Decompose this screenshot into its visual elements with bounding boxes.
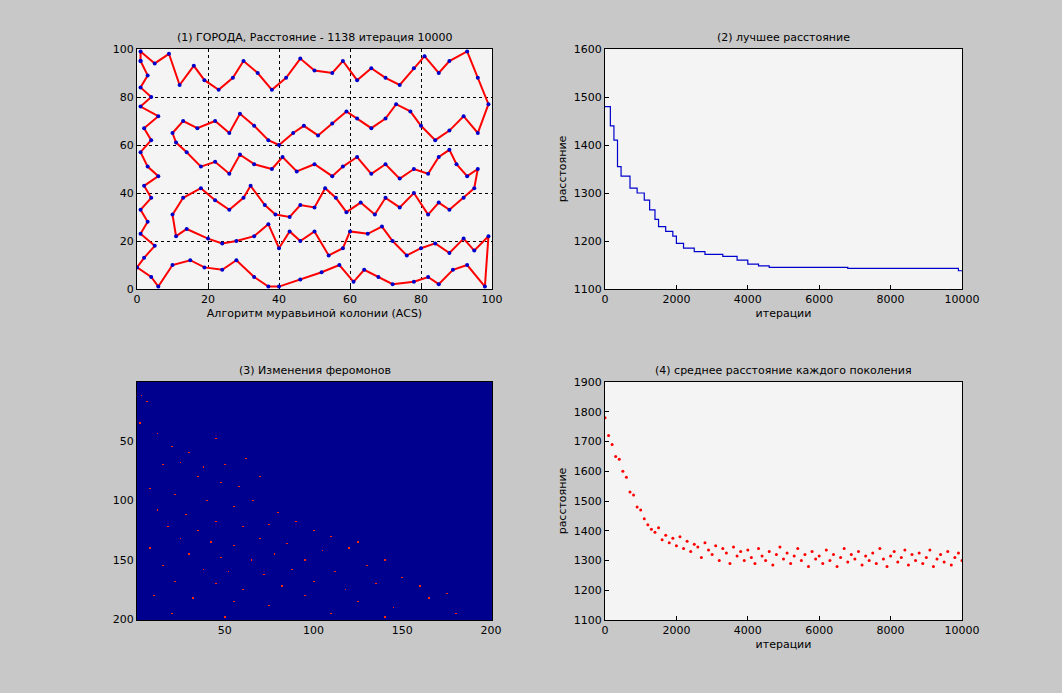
svg-text:60: 60	[120, 139, 134, 152]
svg-text:расстояние: расстояние	[556, 467, 569, 534]
svg-text:2000: 2000	[662, 624, 690, 637]
svg-text:0: 0	[134, 293, 141, 306]
svg-text:0: 0	[127, 283, 134, 296]
svg-text:0: 0	[602, 624, 609, 637]
svg-text:1500: 1500	[574, 91, 602, 104]
svg-text:100: 100	[113, 43, 134, 56]
svg-text:6000: 6000	[805, 624, 833, 637]
svg-text:100: 100	[303, 624, 324, 637]
svg-text:1300: 1300	[574, 554, 602, 567]
svg-text:200: 200	[481, 624, 502, 637]
svg-text:(4) среднее расстояние каждого: (4) среднее расстояние каждого поколения	[655, 364, 912, 377]
svg-text:50: 50	[218, 624, 232, 637]
svg-text:1600: 1600	[574, 465, 602, 478]
svg-text:8000: 8000	[877, 293, 905, 306]
svg-text:1300: 1300	[574, 187, 602, 200]
svg-text:расстояние: расстояние	[556, 135, 569, 202]
svg-text:1700: 1700	[574, 435, 602, 448]
svg-text:80: 80	[414, 293, 428, 306]
svg-text:20: 20	[201, 293, 215, 306]
svg-text:1600: 1600	[574, 43, 602, 56]
svg-text:6000: 6000	[805, 293, 833, 306]
svg-text:4000: 4000	[734, 624, 762, 637]
svg-text:1100: 1100	[574, 614, 602, 627]
svg-text:4000: 4000	[734, 293, 762, 306]
svg-text:20: 20	[120, 235, 134, 248]
svg-text:100: 100	[482, 293, 503, 306]
svg-text:(2) лучшее расстояние: (2) лучшее расстояние	[717, 31, 850, 44]
svg-text:1500: 1500	[574, 495, 602, 508]
svg-text:150: 150	[113, 554, 134, 567]
svg-text:100: 100	[113, 494, 134, 507]
svg-text:итерации: итерации	[756, 638, 812, 651]
svg-text:1100: 1100	[574, 283, 602, 296]
svg-text:200: 200	[113, 613, 134, 626]
svg-text:1200: 1200	[574, 235, 602, 248]
svg-text:1400: 1400	[574, 139, 602, 152]
svg-text:Алгоритм муравьиной колонии (A: Алгоритм муравьиной колонии (ACS)	[207, 307, 422, 320]
svg-text:10000: 10000	[945, 293, 980, 306]
svg-text:10000: 10000	[945, 624, 980, 637]
svg-text:150: 150	[392, 624, 413, 637]
svg-text:(3) Изменения феромонов: (3) Изменения феромонов	[239, 364, 391, 377]
svg-text:50: 50	[120, 435, 134, 448]
svg-text:40: 40	[272, 293, 286, 306]
svg-text:1200: 1200	[574, 584, 602, 597]
svg-text:1400: 1400	[574, 525, 602, 538]
svg-text:(1) ГОРОДА, Расстояние - 1138: (1) ГОРОДА, Расстояние - 1138 итерация 1…	[177, 31, 452, 44]
svg-text:80: 80	[120, 91, 134, 104]
svg-text:40: 40	[120, 187, 134, 200]
svg-text:0: 0	[602, 293, 609, 306]
svg-text:60: 60	[343, 293, 357, 306]
svg-text:1900: 1900	[574, 376, 602, 389]
svg-text:2000: 2000	[662, 293, 690, 306]
svg-text:1800: 1800	[574, 406, 602, 419]
svg-text:8000: 8000	[877, 624, 905, 637]
svg-text:итерации: итерации	[756, 307, 812, 320]
